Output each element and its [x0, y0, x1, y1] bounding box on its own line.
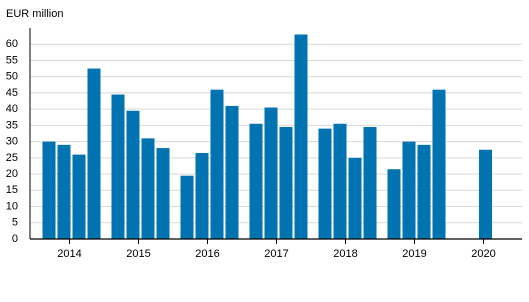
bar: [141, 138, 155, 239]
bar: [348, 157, 362, 239]
bar: [225, 105, 239, 240]
y-tick-label: 20: [6, 168, 18, 180]
bar: [387, 169, 401, 239]
y-tick-label: 15: [6, 184, 18, 196]
bar: [249, 123, 263, 239]
x-tick-label: 2018: [333, 248, 357, 260]
bar: [72, 154, 86, 239]
y-tick-label: 60: [6, 38, 18, 50]
bar: [479, 149, 492, 239]
x-tick-label: 2019: [402, 248, 426, 260]
x-tick-label: 2020: [471, 248, 495, 260]
y-tick-label: 10: [6, 200, 18, 212]
x-tick-label: 2014: [57, 248, 81, 260]
y-tick-label: 55: [6, 54, 18, 66]
bar: [294, 34, 308, 239]
bar: [432, 89, 446, 239]
x-tick-label: 2016: [195, 248, 219, 260]
bar: [42, 141, 56, 239]
bar: [126, 110, 140, 240]
bar: [402, 141, 416, 239]
bar: [111, 94, 125, 240]
y-tick-label: 30: [6, 136, 18, 148]
bar: [57, 144, 71, 239]
bar: [195, 152, 209, 239]
bar: [417, 144, 431, 239]
bar: [156, 148, 170, 239]
bar: [180, 175, 194, 239]
bar: [318, 128, 332, 239]
bar: [333, 123, 347, 239]
y-tick-label: 50: [6, 71, 18, 83]
bar: [279, 127, 293, 239]
y-tick-label: 0: [12, 233, 18, 245]
y-tick-label: 5: [12, 217, 18, 229]
bar: [264, 107, 278, 240]
bar: [363, 127, 377, 239]
x-tick-label: 2015: [126, 248, 150, 260]
bar: [210, 89, 224, 239]
bar: [87, 68, 101, 239]
x-tick-label: 2017: [264, 248, 288, 260]
y-tick-label: 40: [6, 103, 18, 115]
y-axis-label: EUR million: [6, 8, 63, 20]
y-tick-label: 35: [6, 119, 18, 131]
y-tick-label: 25: [6, 152, 18, 164]
y-tick-label: 45: [6, 87, 18, 99]
